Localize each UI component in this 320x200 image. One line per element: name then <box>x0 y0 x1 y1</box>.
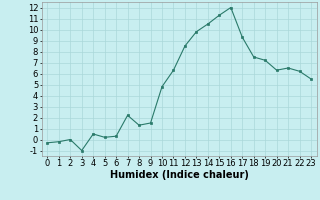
X-axis label: Humidex (Indice chaleur): Humidex (Indice chaleur) <box>110 170 249 180</box>
